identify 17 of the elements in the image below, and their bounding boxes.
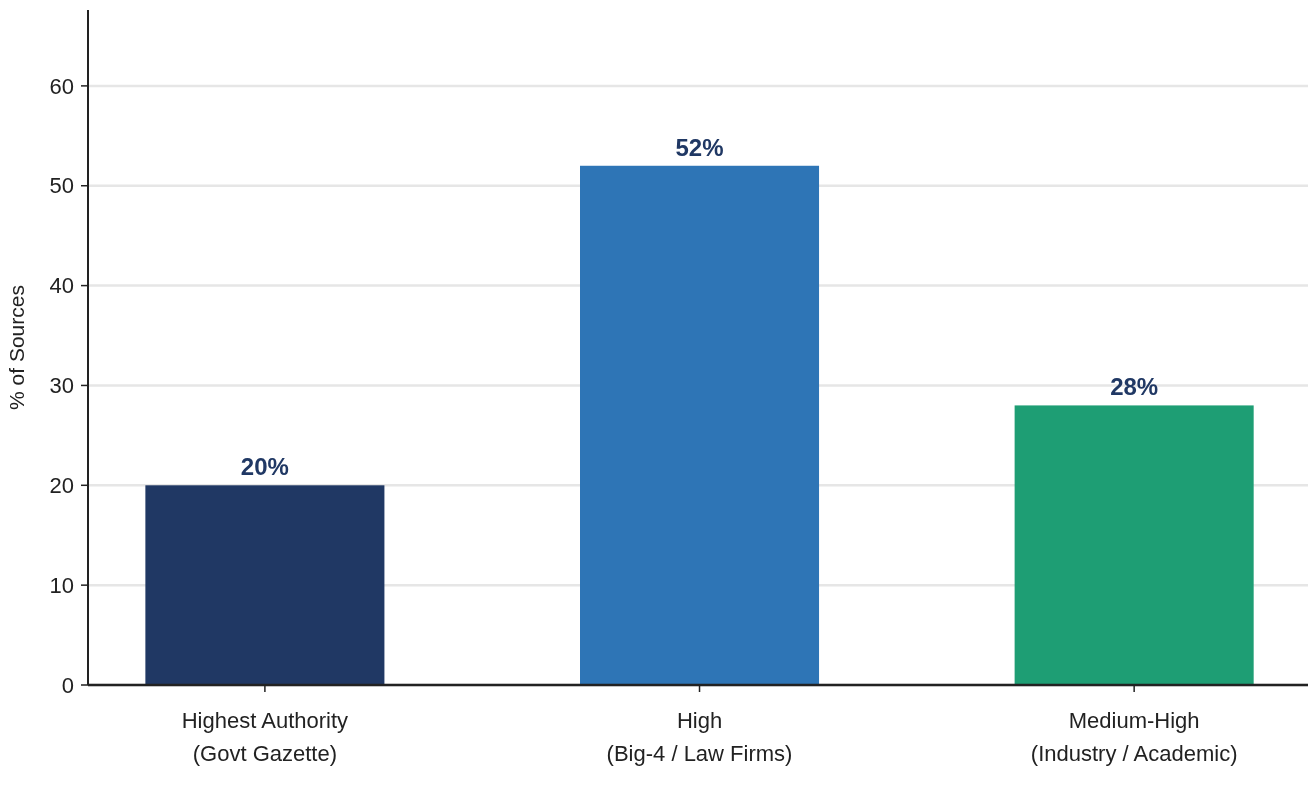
bar [1014,405,1254,685]
y-tick-label: 60 [49,73,74,99]
x-tick-label: Highest Authority (Govt Gazette) [181,708,349,766]
y-tick-label: 0 [61,672,74,698]
y-tick-label: 30 [49,373,74,399]
y-tick-label: 40 [49,273,74,299]
y-tick-label: 10 [49,572,74,598]
x-tick-label: Medium-High (Industry / Academic) [1030,708,1238,766]
bar [145,485,385,685]
bar [580,165,820,685]
y-tick-label: 50 [49,173,74,199]
x-tick-label: High (Big-4 / Law Firms) [606,708,793,766]
y-tick-label: 20 [49,473,74,498]
data-label: 28% [1110,373,1159,401]
data-label: 52% [675,133,724,161]
y-axis-title: % of Sources [5,285,28,410]
data-label: 20% [240,453,289,481]
